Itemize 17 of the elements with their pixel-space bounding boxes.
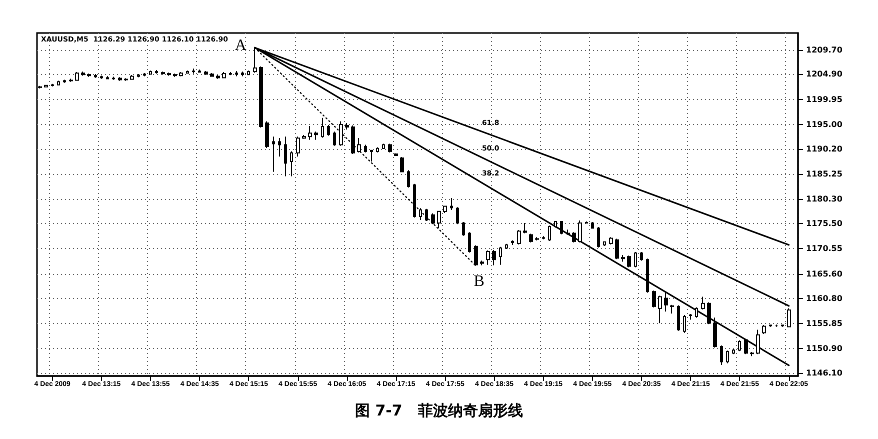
- y-tick-label: 1204.90: [806, 70, 843, 79]
- y-tick-label: 1190.20: [806, 144, 843, 154]
- y-tick-label: 1150.90: [806, 344, 843, 354]
- y-tick-label: 1185.25: [806, 170, 843, 179]
- y-tick-label: 1155.85: [806, 318, 843, 328]
- y-tick-label: 1160.80: [806, 294, 843, 303]
- y-tick-label: 1170.55: [806, 244, 843, 254]
- y-tick-label: 1209.70: [806, 45, 843, 54]
- annotation: B: [474, 273, 484, 290]
- y-tick-label: 1175.50: [806, 219, 843, 228]
- y-tick-label: 1146.10: [806, 368, 843, 378]
- text: 图 7-7 菲波纳奇扇形线: [355, 402, 523, 420]
- y-tick-label: 1195.00: [806, 120, 843, 129]
- annotation: A: [234, 37, 247, 54]
- y-tick-label: 1199.95: [806, 94, 843, 104]
- y-tick-label: 1180.30: [806, 194, 843, 204]
- y-tick-label: 1165.60: [806, 269, 843, 278]
